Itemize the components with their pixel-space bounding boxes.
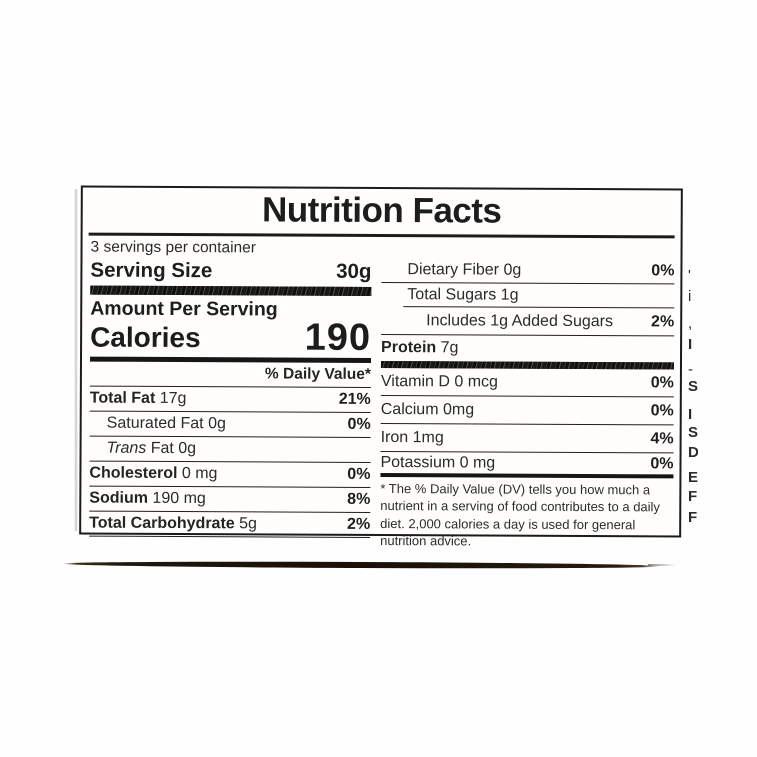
servings-per-container: 3 servings per container <box>90 238 257 257</box>
separator-bar <box>380 361 674 370</box>
label-left-column: 3 servings per container Serving Size 30… <box>89 238 371 538</box>
column-spacer <box>382 239 675 259</box>
serving-size-value: 30g <box>336 259 372 283</box>
nutrient-row-cholesterol: Cholesterol 0 mg 0% <box>89 461 371 488</box>
nutrient-name: Saturated Fat 0g <box>106 414 226 432</box>
nutrient-row-total-sugars: Total Sugars 1g <box>381 283 674 308</box>
nutrient-row-vitamin-d: Vitamin D 0 mcg 0% <box>380 368 674 398</box>
clipped-glyph: - <box>688 361 693 378</box>
daily-value-percent: 2% <box>347 515 371 533</box>
nutrient-name: Total Fat 17g <box>89 389 187 407</box>
nutrient-row-added-sugars: Includes 1g Added Sugars 2% <box>381 307 675 337</box>
label-title: Nutrition Facts <box>261 190 502 231</box>
nutrient-row-saturated-fat: Saturated Fat 0g 0% <box>89 411 371 438</box>
daily-value-percent: 21% <box>338 390 371 408</box>
package-bottom-edge-fade <box>648 564 676 566</box>
separator-bar <box>90 285 372 296</box>
nutrient-name: Trans Fat 0g <box>106 439 197 457</box>
daily-value-percent: 0% <box>650 374 674 392</box>
clipped-glyph: S <box>688 424 698 441</box>
nutrient-name: Protein 7g <box>381 339 459 357</box>
nutrient-row-dietary-fiber: Dietary Fiber 0g 0% <box>381 258 675 285</box>
package-fold-shadow <box>74 189 78 531</box>
adjacent-panel-clipped-text: ' i , I - S I S D E F F <box>688 240 698 540</box>
daily-value-percent: 4% <box>650 429 674 447</box>
clipped-glyph: I <box>688 406 693 423</box>
daily-value-footnote: * The % Daily Value (DV) tells you how m… <box>380 480 673 551</box>
nutrient-row-sodium: Sodium 190 mg 8% <box>89 486 371 513</box>
daily-value-percent: 0% <box>347 465 371 483</box>
daily-value-percent: 8% <box>347 490 371 508</box>
footnote-line: * The % Daily Value (DV) tells you how m… <box>380 480 651 498</box>
clipped-glyph: ' <box>688 267 691 284</box>
daily-value-percent: 0% <box>650 401 674 419</box>
nutrient-row-calcium: Calcium 0mg 0% <box>380 395 674 426</box>
clipped-glyph: i <box>688 288 692 305</box>
clipped-glyph: S <box>688 378 698 395</box>
nutrient-row-iron: Iron 1mg 4% <box>380 423 674 454</box>
nutrient-name: Sodium 190 mg <box>89 489 206 507</box>
footnote-line: diet. 2,000 calories a day is used for g… <box>380 515 636 533</box>
footnote-divider <box>380 472 674 479</box>
daily-value-percent: 0% <box>650 454 674 472</box>
nutrition-facts-label: Nutrition Facts 3 servings per container… <box>79 185 683 549</box>
nutrient-row-total-fat: Total Fat 17g 21% <box>89 386 371 413</box>
clipped-glyph: F <box>688 509 698 526</box>
nutrient-name: Cholesterol 0 mg <box>89 464 218 482</box>
clipped-glyph: I <box>688 336 693 353</box>
calories-row: Calories 190 <box>90 316 372 359</box>
clipped-glyph: F <box>688 488 698 505</box>
package-bottom-edge-line <box>61 560 661 570</box>
daily-value-percent: 0% <box>651 262 675 280</box>
calories-label: Calories <box>90 321 201 354</box>
calories-value: 190 <box>304 316 372 359</box>
nutrient-row-protein: Protein 7g <box>381 335 674 362</box>
footnote-line: nutrition advice. <box>380 533 472 549</box>
serving-size-label: Serving Size <box>90 258 213 283</box>
clipped-glyph: D <box>688 444 698 461</box>
nutrient-name: Calcium 0mg <box>380 400 475 418</box>
nutrient-name: Iron 1mg <box>380 428 444 446</box>
footnote-line: nutrient in a serving of food contribute… <box>380 498 660 515</box>
nutrient-name: Vitamin D 0 mcg <box>380 372 499 391</box>
nutrient-row-total-carbohydrate: Total Carbohydrate 5g 2% <box>89 511 371 538</box>
clipped-glyph: E <box>688 469 698 486</box>
serving-size-row: Serving Size 30g <box>90 257 371 285</box>
nutrient-row-trans-fat: Trans Fat 0g <box>89 436 371 463</box>
clipped-glyph: , <box>688 315 693 332</box>
nutrient-name: Total Carbohydrate 5g <box>89 514 257 532</box>
nutrient-row-potassium: Potassium 0 mg 0% <box>380 452 673 474</box>
label-right-column: Dietary Fiber 0g 0% Total Sugars 1g Incl… <box>380 239 675 551</box>
daily-value-percent: 2% <box>651 312 675 330</box>
nutrient-name: Total Sugars 1g <box>407 286 519 304</box>
daily-value-percent: 0% <box>347 415 371 433</box>
nutrient-name: Potassium 0 mg <box>380 453 496 472</box>
nutrient-name: Includes 1g Added Sugars <box>426 311 614 330</box>
nutrient-name: Dietary Fiber 0g <box>407 261 522 279</box>
daily-value-header: % Daily Value* <box>89 361 371 388</box>
